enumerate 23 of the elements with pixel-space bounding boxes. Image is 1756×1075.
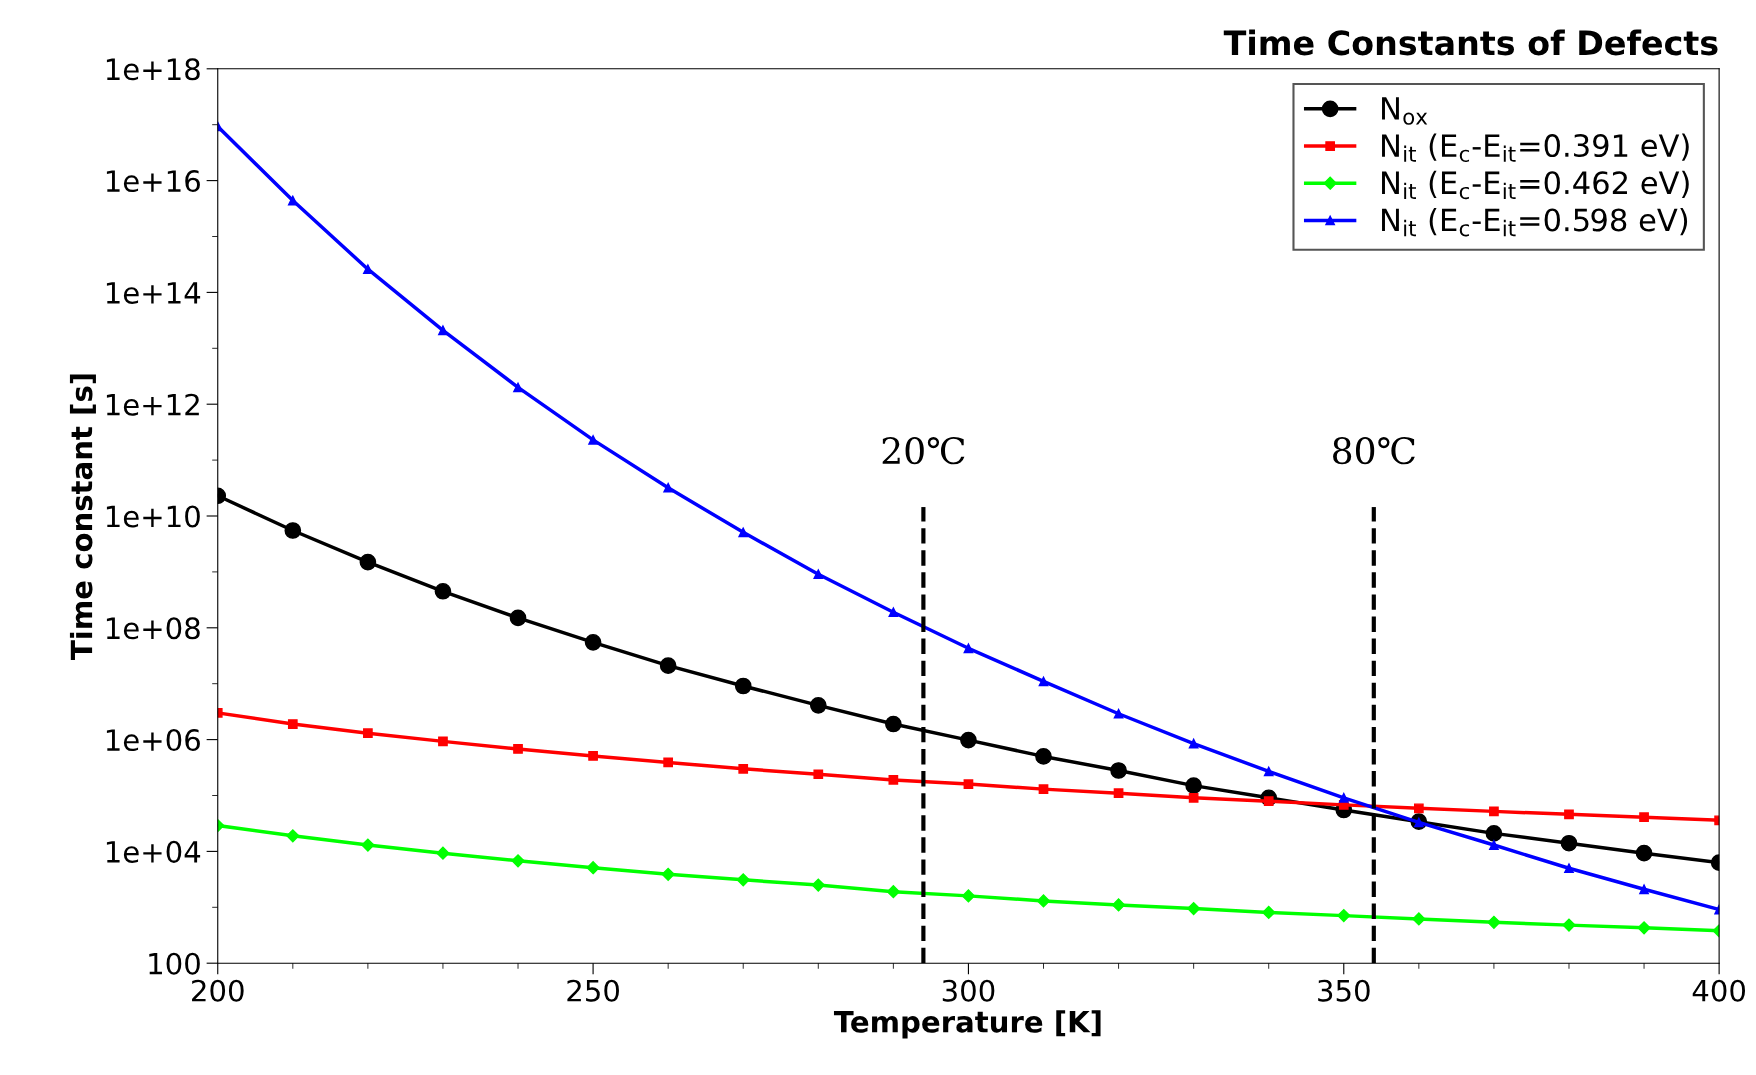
x-tick-label: 300 bbox=[942, 979, 995, 1002]
y-tick-label: 1e+06 bbox=[106, 729, 200, 752]
y-tick-label: 1e+10 bbox=[106, 505, 200, 528]
x-tick-label: 350 bbox=[1318, 979, 1370, 1002]
y-tick-label: 1e+04 bbox=[106, 840, 201, 863]
y-axis-title: Time constant [s] bbox=[69, 374, 96, 660]
x-tick-label: 200 bbox=[192, 979, 244, 1002]
x-tick-label: 400 bbox=[1692, 979, 1746, 1002]
y-tick-label: 1e+14 bbox=[106, 282, 201, 304]
y-tick-label: 100 bbox=[149, 952, 200, 975]
y-tick-label: 1e+16 bbox=[106, 170, 200, 193]
x-axis-title: Temperature [K] bbox=[833, 1010, 1101, 1039]
ref-line-label: 20℃ bbox=[882, 436, 965, 465]
y-tick-label: 1e+08 bbox=[106, 617, 200, 640]
legend-label: N$_{it}$ (E$_{c}$-E$_{it}$=0.598 eV) bbox=[1382, 207, 1688, 237]
legend-label: N$_{it}$ (E$_{c}$-E$_{it}$=0.462 eV) bbox=[1382, 170, 1689, 200]
ref-line-label: 80℃ bbox=[1333, 436, 1415, 465]
legend-label: N$_{it}$ (E$_{c}$-E$_{it}$=0.391 eV) bbox=[1382, 133, 1689, 163]
x-tick-label: 250 bbox=[567, 979, 619, 1002]
chart-title: Time Constants of Defects bbox=[1223, 29, 1718, 56]
y-tick-label: 1e+12 bbox=[106, 393, 199, 416]
y-tick-label: 1e+18 bbox=[106, 58, 200, 81]
legend-label: N$_{ox}$ bbox=[1382, 97, 1428, 125]
